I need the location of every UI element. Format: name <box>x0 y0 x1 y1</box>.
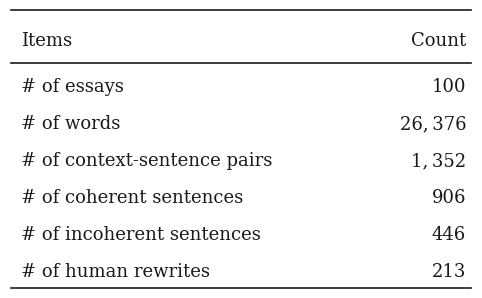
Text: 906: 906 <box>432 189 466 207</box>
Text: Count: Count <box>411 32 466 50</box>
Text: 1, 352: 1, 352 <box>411 152 466 170</box>
Text: 446: 446 <box>432 226 466 244</box>
Text: # of human rewrites: # of human rewrites <box>21 263 210 281</box>
Text: 213: 213 <box>432 263 466 281</box>
Text: # of coherent sentences: # of coherent sentences <box>21 189 243 207</box>
Text: # of words: # of words <box>21 115 120 133</box>
Text: # of essays: # of essays <box>21 78 123 96</box>
Text: # of incoherent sentences: # of incoherent sentences <box>21 226 260 244</box>
Text: Items: Items <box>21 32 72 50</box>
Text: 26, 376: 26, 376 <box>400 115 466 133</box>
Text: # of context-sentence pairs: # of context-sentence pairs <box>21 152 272 170</box>
Text: 100: 100 <box>432 78 466 96</box>
